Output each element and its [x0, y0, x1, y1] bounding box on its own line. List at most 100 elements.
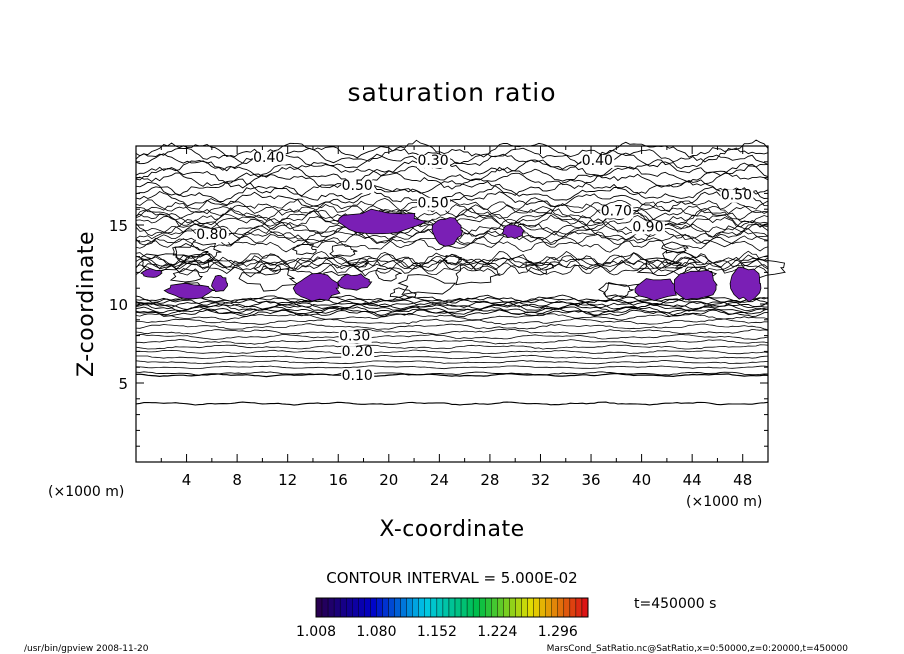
- contour-label-bg: [417, 154, 451, 168]
- colorbar-swatch: [581, 597, 589, 618]
- x-tick-label: 4: [182, 471, 192, 489]
- contour-eddy: [174, 240, 222, 264]
- colorbar-tick-label: 1.224: [477, 624, 517, 640]
- colorbar-ticks: 1.008 1.080 1.152 1.224 1.296: [296, 624, 578, 640]
- colorbar-swatch: [364, 597, 371, 618]
- contour-eddy: [598, 282, 634, 298]
- contour-line: [135, 318, 769, 326]
- contour-line: [135, 172, 769, 190]
- y-axis-label: Z-coordinate: [74, 231, 99, 377]
- x-tick-label: 16: [329, 471, 348, 489]
- colorbar-swatch: [466, 597, 474, 618]
- contour-line: [135, 372, 769, 378]
- contour-label-bg: [631, 221, 665, 235]
- contour-line: [135, 306, 769, 314]
- colorbar-swatch: [436, 597, 444, 618]
- supersaturated-region: [337, 208, 427, 235]
- colorbar-swatch: [430, 597, 438, 618]
- contour-label-bg: [341, 346, 375, 360]
- contour-label: 0.30: [417, 153, 448, 169]
- colorbar-swatch: [521, 597, 528, 618]
- contour-eddy: [347, 258, 370, 268]
- contour-line: [135, 309, 769, 318]
- contour-label-bg: [417, 197, 451, 211]
- contour-label-bg: [338, 330, 372, 344]
- footer-right: MarsCond_SatRatio.nc@SatRatio,x=0:50000,…: [547, 644, 849, 654]
- plot-frame: [135, 145, 769, 463]
- supersaturated-region: [140, 268, 163, 278]
- contour-eddy: [442, 255, 463, 265]
- contour-line: [135, 147, 769, 165]
- colorbar-swatch: [557, 597, 565, 618]
- contour-line: [135, 300, 769, 308]
- contour-line: [135, 190, 769, 210]
- contour-line: [136, 354, 769, 360]
- contour-label-bg: [252, 151, 286, 165]
- colorbar-frame: [315, 597, 589, 618]
- supersaturated-region: [292, 272, 341, 302]
- colorbar-swatch: [346, 597, 353, 618]
- x-tick-label: 32: [531, 471, 550, 489]
- colorbar-swatch: [333, 597, 341, 618]
- contour-label-bg: [341, 369, 375, 383]
- colorbar-swatch: [569, 597, 577, 618]
- colorbar-swatch: [412, 597, 419, 618]
- contour-line: [135, 401, 769, 406]
- x-axis-label: X-coordinate: [379, 517, 524, 542]
- contour-label: 0.70: [601, 204, 632, 220]
- colorbar-tick-label: 1.008: [296, 624, 336, 640]
- colorbar-swatch: [370, 597, 377, 618]
- colorbar-swatch: [448, 597, 456, 618]
- contour-eddy: [238, 265, 299, 292]
- contour-eddy: [253, 262, 282, 276]
- contour-label: 0.50: [417, 196, 448, 212]
- colorbar-swatch: [503, 597, 510, 618]
- contour-eddy: [662, 249, 702, 268]
- contour-line: [135, 178, 769, 197]
- x-tick-label: 24: [430, 471, 449, 489]
- contour-line: [135, 153, 769, 172]
- contour-line: [135, 349, 769, 355]
- colorbar-swatch: [533, 597, 540, 618]
- x-tick-label: 36: [581, 471, 600, 489]
- supersaturated-region: [673, 269, 718, 301]
- colorbar-swatch: [376, 597, 383, 618]
- contour-label: 0.40: [253, 150, 284, 166]
- colorbar-swatch: [485, 597, 492, 618]
- x-tick-label: 40: [632, 471, 651, 489]
- colorbar-swatch: [460, 597, 468, 618]
- chart-title: saturation ratio: [347, 78, 556, 107]
- contour-label: 0.80: [196, 227, 227, 243]
- contour-eddy: [389, 287, 417, 300]
- contour-line: [135, 344, 769, 350]
- colorbar-swatch: [321, 597, 329, 618]
- colorbar-swatch: [515, 597, 522, 618]
- contour-line: [135, 296, 769, 304]
- contour-line: [135, 250, 769, 266]
- colorbar-swatch: [575, 597, 583, 618]
- supersaturated-region: [729, 266, 762, 303]
- contour-label: 0.30: [339, 328, 370, 344]
- colorbar-swatch: [479, 597, 486, 618]
- contour-interval: CONTOUR INTERVAL = 5.000E-02: [326, 569, 577, 587]
- colorbar-swatch: [472, 597, 480, 618]
- x-unit-label-left: (×1000 m): [48, 484, 124, 500]
- contour-eddy: [397, 274, 457, 295]
- colorbar-swatch: [339, 597, 347, 618]
- colorbar-swatch: [358, 597, 365, 618]
- contour-line: [135, 307, 769, 316]
- colorbar-swatch: [491, 597, 498, 618]
- colorbar-tick-label: 1.152: [417, 624, 457, 640]
- plot-area: 0.40 0.30 0.40 0.50 0.50 0.50 0.700.90 0.80 0.20…: [135, 139, 786, 406]
- contour-eddy: [169, 268, 203, 283]
- contour-label: 0.20: [342, 344, 373, 360]
- contour-label: 0.40: [582, 153, 613, 169]
- contour-label-bg: [341, 180, 375, 194]
- x-unit-label-right: (×1000 m): [686, 494, 762, 510]
- colorbar: [315, 597, 589, 618]
- colorbar-swatch: [454, 597, 462, 618]
- y-tick-label: 10: [109, 296, 128, 314]
- x-tick-label: 44: [683, 471, 702, 489]
- colorbar-swatch: [406, 597, 413, 618]
- contour-line: [135, 371, 768, 376]
